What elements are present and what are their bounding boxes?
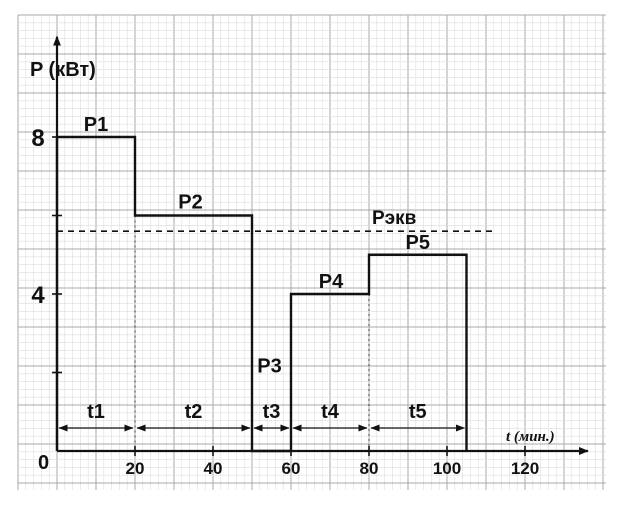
step-label-p5: P5: [406, 232, 430, 254]
y-tick-label: 4: [31, 282, 45, 309]
interval-label-t3: t3: [263, 401, 281, 423]
interval-dimensions: t1 t2 t3 t4 t5: [58, 401, 465, 432]
interval-guides: [134, 215, 370, 451]
x-tick-label: 40: [204, 459, 223, 478]
interval-label-t5: t5: [409, 401, 427, 423]
equivalent-power-label: Pэкв: [372, 208, 416, 229]
x-tick-label: 60: [282, 459, 301, 478]
step-labels: P1 P2 P3 P4 P5: [84, 114, 430, 378]
axis-ticks: 20 40 60 80 100 120 4 8: [31, 125, 539, 478]
origin-label: 0: [38, 452, 49, 474]
x-tick-label: 80: [360, 459, 379, 478]
interval-label-t4: t4: [321, 401, 340, 423]
interval-label-t2: t2: [185, 401, 203, 423]
x-axis-title: t (мин.): [506, 429, 555, 445]
interval-label-t1: t1: [87, 401, 105, 423]
step-label-p2: P2: [178, 192, 202, 214]
step-label-p4: P4: [319, 271, 344, 293]
step-label-p3: P3: [257, 356, 281, 378]
x-tick-label: 100: [433, 459, 461, 478]
y-axis-title: P (кВт): [30, 59, 96, 81]
x-tick-label: 120: [511, 459, 539, 478]
y-tick-label: 8: [31, 125, 44, 152]
grid-paper: [17, 14, 606, 490]
x-tick-label: 20: [126, 459, 145, 478]
axes: [53, 35, 589, 455]
step-label-p1: P1: [84, 114, 108, 136]
